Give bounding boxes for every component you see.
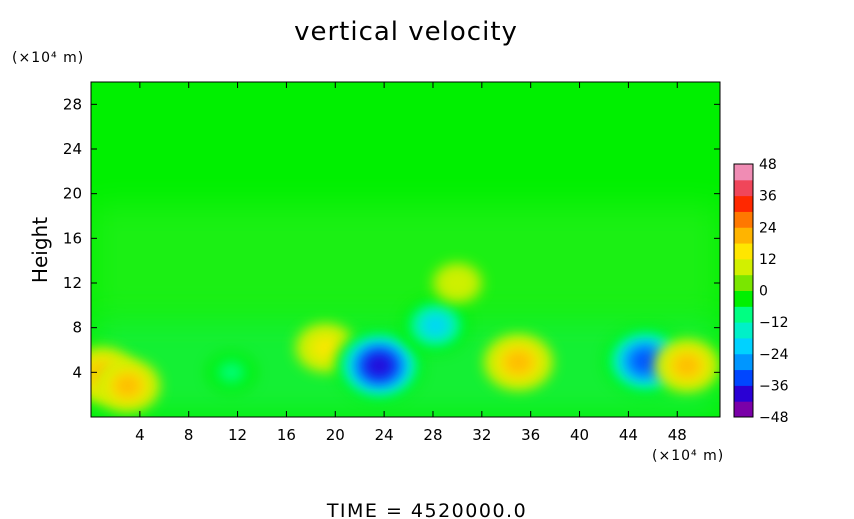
- colorbar-swatch: [734, 179, 753, 197]
- colorbar-tick-label: −24: [759, 347, 789, 363]
- y-tick-label: 12: [63, 274, 82, 292]
- x-unit-label: (×10⁴ m): [652, 448, 724, 464]
- x-tick-label: 36: [521, 426, 540, 444]
- x-tick-label: 32: [472, 426, 491, 444]
- y-tick-label: 8: [72, 319, 82, 337]
- heatmap-mid-band: [91, 204, 720, 317]
- heatmap-field: [91, 204, 720, 417]
- colorbar-tick-label: 12: [759, 252, 777, 268]
- colorbar-frame: [733, 163, 754, 418]
- heatmap-cell: [336, 330, 423, 401]
- y-tick-label: 24: [63, 140, 82, 158]
- colorbar-tick-label: −12: [759, 315, 789, 331]
- colorbar-swatch: [734, 164, 753, 181]
- colorbar-swatch: [734, 195, 753, 212]
- colorbar-tick-label: 36: [759, 189, 777, 205]
- colorbar-swatch: [734, 274, 753, 291]
- heatmap-cell: [433, 263, 482, 303]
- y-axis-label: Height: [28, 217, 52, 283]
- colorbar-swatch: [734, 401, 753, 418]
- x-tick-label: 24: [375, 426, 394, 444]
- heatmap-cell: [402, 298, 469, 353]
- x-tick-label: 8: [184, 426, 194, 444]
- x-axis-ticks: 4 8 12 16 20 24 28 32 36 40 44 48: [135, 82, 687, 444]
- colorbar-tick-label: 0: [759, 284, 768, 300]
- colorbar: 48 36 24 12 0 −12 −24 −36 −48: [733, 157, 789, 426]
- y-tick-label: 20: [63, 185, 82, 203]
- time-label: TIME = 4520000.0: [326, 500, 527, 519]
- x-tick-label: 28: [423, 426, 442, 444]
- heatmap-plot-area: [90, 81, 721, 418]
- heatmap-cell: [95, 359, 160, 412]
- x-tick-label: 44: [619, 426, 638, 444]
- colorbar-swatch: [734, 337, 753, 355]
- colorbar-swatch: [734, 306, 753, 323]
- heatmap-cell: [207, 352, 256, 392]
- colorbar-swatch: [734, 369, 753, 386]
- y-tick-label: 28: [63, 95, 82, 113]
- colorbar-swatch: [734, 385, 753, 402]
- x-tick-label: 20: [326, 426, 345, 444]
- colorbar-swatch: [734, 211, 753, 228]
- y-axis-ticks: 4 8 12 16 20 24 28: [63, 95, 720, 381]
- colorbar-swatch: [734, 290, 753, 307]
- heatmap-cell: [484, 334, 553, 390]
- y-unit-label: (×10⁴ m): [12, 50, 84, 66]
- x-tick-label: 16: [277, 426, 296, 444]
- y-tick-label: 16: [63, 229, 82, 247]
- colorbar-swatch: [734, 227, 753, 244]
- colorbar-swatch: [734, 322, 753, 339]
- x-tick-label: 48: [668, 426, 687, 444]
- colorbar-tick-label: 24: [759, 220, 777, 236]
- x-tick-label: 4: [135, 426, 145, 444]
- colorbar-tick-label: 48: [759, 157, 777, 173]
- colorbar-tick-label: −48: [759, 410, 789, 426]
- colorbar-tick-label: −36: [759, 378, 789, 394]
- y-tick-label: 4: [72, 363, 82, 381]
- plot-frame: [90, 81, 721, 418]
- heatmap-cell: [654, 339, 720, 392]
- chart-title: vertical velocity: [294, 17, 518, 47]
- x-tick-label: 40: [570, 426, 589, 444]
- colorbar-swatch: [734, 243, 753, 260]
- heatmap-cell: [295, 323, 356, 372]
- x-tick-label: 12: [228, 426, 247, 444]
- colorbar-swatch: [734, 353, 753, 371]
- colorbar-swatch: [734, 258, 753, 276]
